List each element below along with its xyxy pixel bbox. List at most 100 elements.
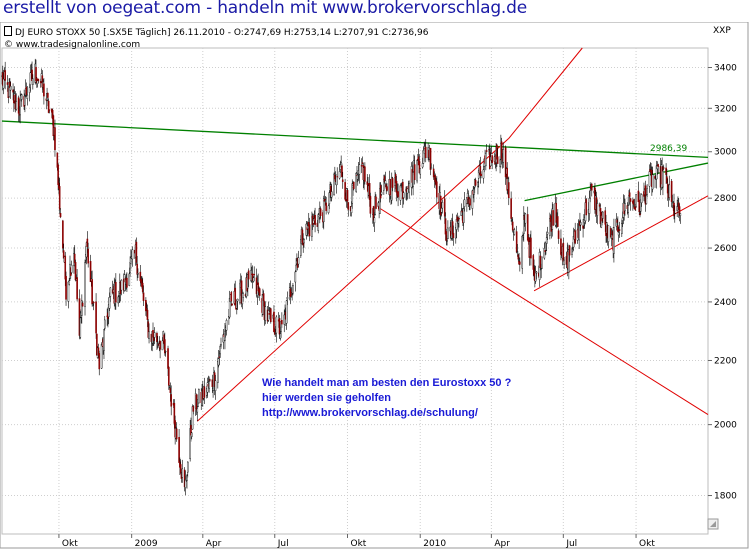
candle [391,176,394,192]
candle [220,337,222,349]
candle [270,307,272,324]
candle [91,270,93,307]
candle [4,61,6,90]
x-tick-label: Jul [277,539,289,549]
y-tick-label: 2400 [714,298,737,308]
candle [70,260,73,275]
candle [164,350,167,357]
y-tick-label: 3000 [714,148,737,158]
y-tick-label: 2200 [714,356,737,366]
candle [126,272,128,292]
candle [9,81,12,99]
candle [364,162,366,185]
candle [59,208,62,219]
candle [635,193,637,208]
trendline-value-label: 2986,39 [650,144,687,154]
candle [535,271,538,280]
candle [613,218,615,263]
candle [47,98,50,114]
candle [424,139,427,163]
header-icon [4,26,12,36]
grid [2,48,708,534]
candle [350,201,353,217]
x-tick-label: 2009 [135,539,158,549]
candle [502,142,505,168]
candle [62,219,64,253]
candle [328,190,331,210]
candle [26,86,29,106]
candle [568,244,571,262]
candle [429,147,432,176]
candle [443,190,446,224]
candle [319,206,322,220]
candle [103,315,106,331]
candle [81,294,83,324]
candle [353,181,355,191]
candle [400,182,403,192]
candle [37,78,40,84]
candle [156,335,159,349]
candle [294,270,297,292]
candle [247,268,250,288]
candle [513,227,516,236]
candle [657,163,659,174]
candle [539,251,542,271]
candle [32,74,34,90]
y-axis: 1800 2000 2200 2400 2600 2800 3000 3200 3400 [708,64,737,502]
candle [231,303,233,306]
scroll-corner[interactable] [707,518,719,530]
candle [48,109,51,114]
candle [175,422,178,442]
candle [58,178,61,215]
candle [137,268,139,278]
candle [452,225,455,246]
candle [192,405,195,415]
candle [541,256,543,269]
candle [268,306,271,320]
candle [209,378,211,382]
candle [629,197,632,211]
candle [24,93,26,113]
candle [546,226,549,240]
candle [375,194,377,210]
trend-line-green [1,120,709,159]
candle [330,183,333,202]
candle [645,194,648,205]
candle [590,182,593,197]
candle [436,176,438,204]
candle [308,217,311,242]
candle [670,178,673,208]
candle [327,203,330,215]
candle [170,385,172,416]
candle [303,238,305,248]
candle [275,315,278,343]
candle [397,183,399,207]
candle [504,145,507,185]
trend-line-red [378,207,709,416]
chart-banner-title: erstellt von oegeat.com - handeln mit ww… [3,0,527,18]
candle [519,257,521,272]
x-tick-label: Okt [350,539,366,549]
candle [638,192,641,216]
candle [419,168,422,179]
y-tick-label: 2600 [714,244,737,254]
copyright-icon: © [4,40,13,50]
candle [159,340,161,359]
candle [76,269,78,302]
candle [458,215,460,228]
candle [242,291,244,302]
candle [618,221,621,238]
annotation-link[interactable]: http://www.brokervorschlag.de/schulung/ [262,407,478,419]
candle [579,219,582,231]
candle [181,459,184,483]
candle [203,377,206,405]
candle [341,163,343,178]
annotation-line-2: hier werden sie geholfen [262,392,391,404]
candle [54,119,56,157]
candle [416,159,418,184]
instrument-header: DJ EURO STOXX 50 [.SX5E Täglich] 26.11.2… [4,26,428,38]
candle [84,259,86,316]
candle [100,342,103,369]
candle [225,318,228,336]
candle [190,431,193,440]
